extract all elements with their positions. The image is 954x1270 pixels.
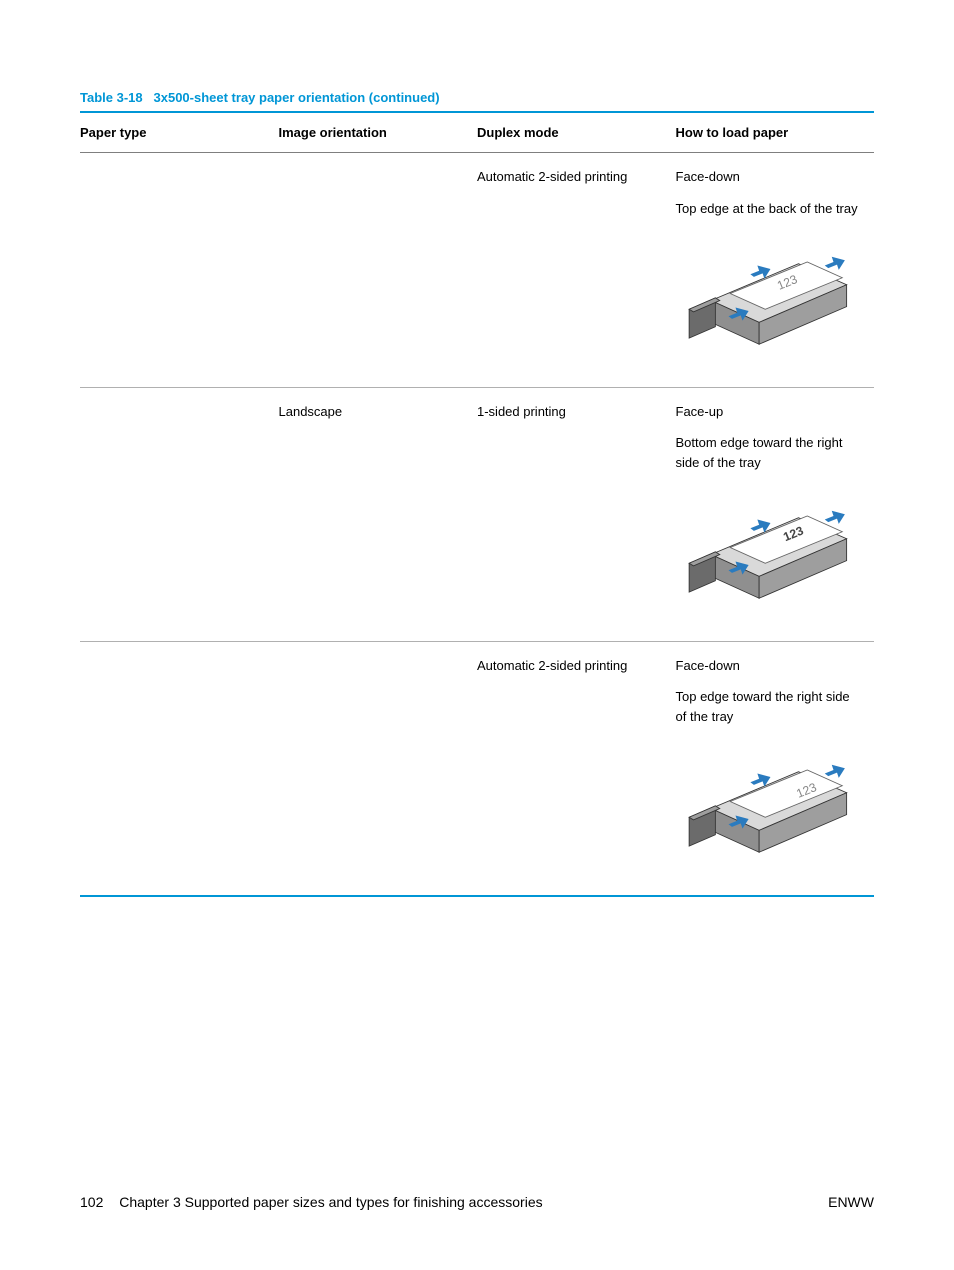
footer-left: 102 Chapter 3 Supported paper sizes and … [80, 1194, 543, 1210]
col-how-to-load: How to load paper [676, 112, 875, 153]
orientation-table: Paper type Image orientation Duplex mode… [80, 111, 874, 897]
cell-image-orientation: Landscape [279, 387, 478, 641]
page-footer: 102 Chapter 3 Supported paper sizes and … [80, 1194, 874, 1210]
cell-paper-type [80, 641, 279, 896]
cell-duplex-mode: Automatic 2-sided printing [477, 641, 676, 896]
tray-illustration-icon: 123 [676, 746, 851, 871]
load-line1: Face-down [676, 656, 865, 676]
cell-paper-type [80, 387, 279, 641]
cell-paper-type [80, 153, 279, 388]
table-row: Automatic 2-sided printing Face-down Top… [80, 153, 874, 388]
cell-image-orientation [279, 641, 478, 896]
load-line1: Face-up [676, 402, 865, 422]
load-line1: Face-down [676, 167, 865, 187]
caption-number: Table 3-18 [80, 90, 143, 105]
cell-image-orientation [279, 153, 478, 388]
cell-how-to-load: Face-down Top edge at the back of the tr… [676, 153, 875, 388]
cell-duplex-mode: Automatic 2-sided printing [477, 153, 676, 388]
cell-duplex-mode: 1-sided printing [477, 387, 676, 641]
caption-title: 3x500-sheet tray paper orientation (cont… [154, 90, 440, 105]
footer-chapter: Chapter 3 Supported paper sizes and type… [119, 1194, 542, 1210]
page-container: Table 3-18 3x500-sheet tray paper orient… [0, 0, 954, 1270]
col-paper-type: Paper type [80, 112, 279, 153]
cell-how-to-load: Face-up Bottom edge toward the right sid… [676, 387, 875, 641]
table-row: Landscape 1-sided printing Face-up Botto… [80, 387, 874, 641]
load-line2: Top edge at the back of the tray [676, 199, 865, 219]
tray-illustration-icon: 123 [676, 492, 851, 617]
col-image-orientation: Image orientation [279, 112, 478, 153]
load-line2: Bottom edge toward the right side of the… [676, 433, 865, 472]
table-header-row: Paper type Image orientation Duplex mode… [80, 112, 874, 153]
footer-right: ENWW [828, 1194, 874, 1210]
tray-illustration-icon: 123 [676, 238, 851, 363]
load-line2: Top edge toward the right side of the tr… [676, 687, 865, 726]
table-row: Automatic 2-sided printing Face-down Top… [80, 641, 874, 896]
footer-page-number: 102 [80, 1194, 103, 1210]
table-caption: Table 3-18 3x500-sheet tray paper orient… [80, 90, 874, 105]
cell-how-to-load: Face-down Top edge toward the right side… [676, 641, 875, 896]
col-duplex-mode: Duplex mode [477, 112, 676, 153]
